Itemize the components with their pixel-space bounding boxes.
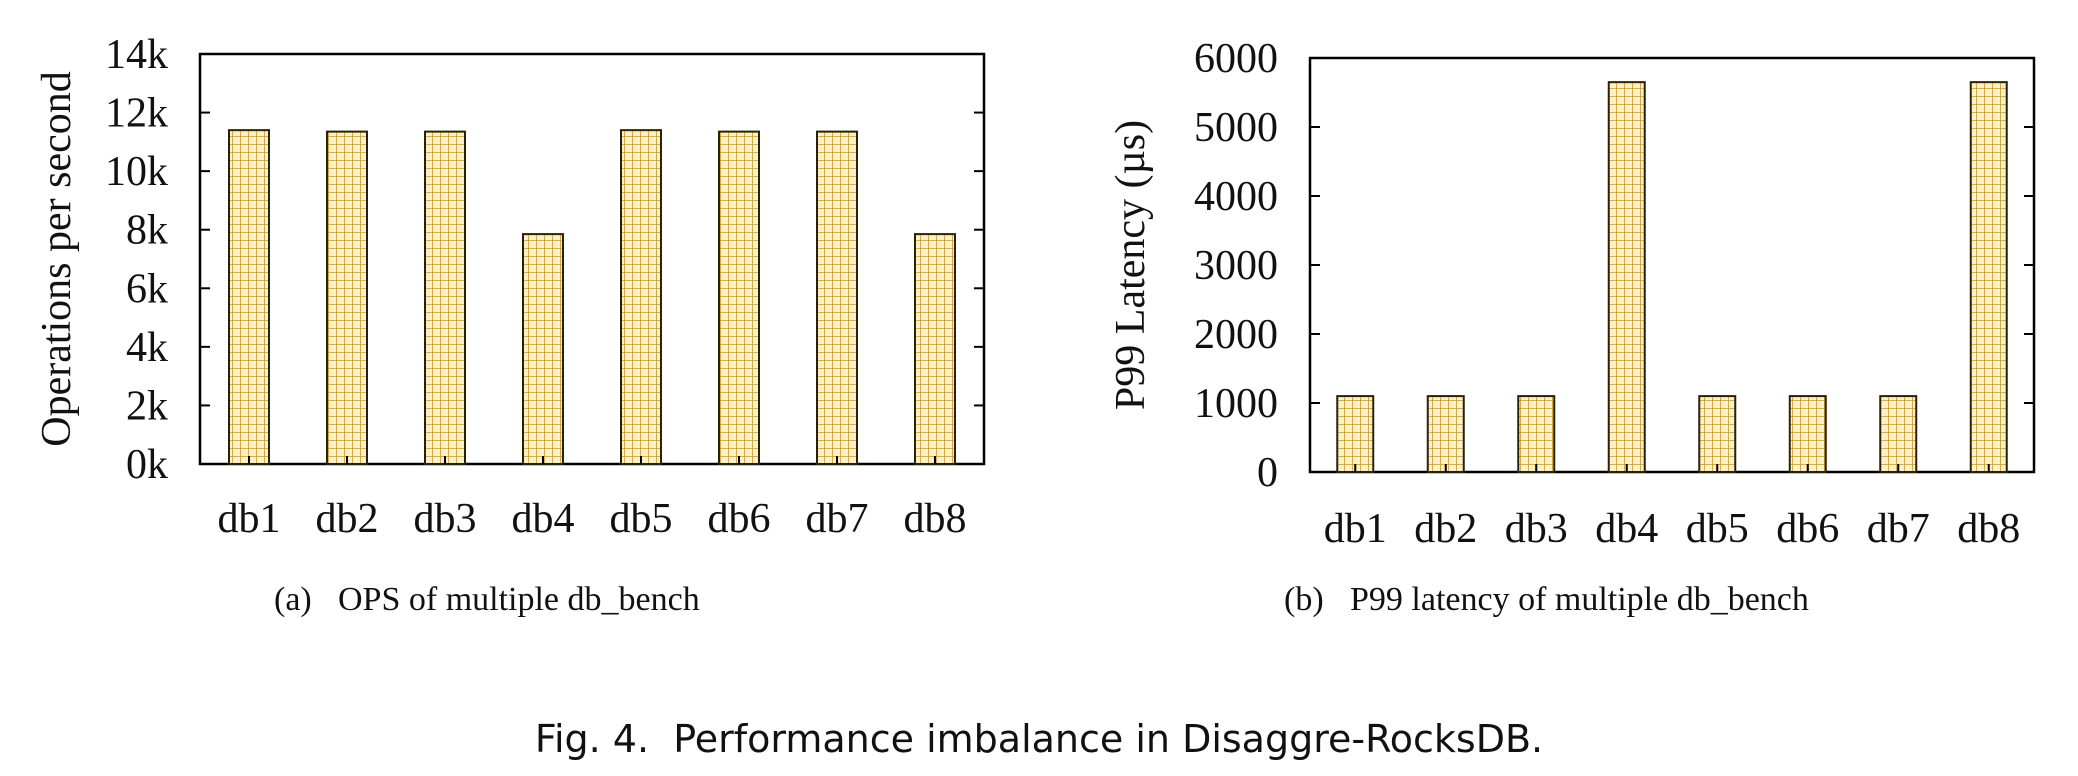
y-tick-label: 2k bbox=[126, 383, 168, 429]
bar-db2 bbox=[1426, 395, 1465, 474]
x-tick-label-db1: db1 bbox=[218, 496, 281, 542]
bar-db8 bbox=[914, 233, 956, 465]
subcaption-a-text: OPS of multiple db_bench bbox=[338, 581, 700, 618]
x-tick-label-db2: db2 bbox=[1414, 506, 1477, 552]
x-tick-label-db6: db6 bbox=[1776, 506, 1839, 552]
x-tick-label-db5: db5 bbox=[1686, 506, 1749, 552]
x-tick-label-db4: db4 bbox=[1595, 506, 1658, 552]
bar-db5 bbox=[1698, 395, 1737, 474]
y-tick-label: 14k bbox=[105, 32, 168, 78]
bar-db2 bbox=[326, 130, 368, 465]
bar-db1 bbox=[1336, 395, 1375, 474]
subcaption-a-label: (a) bbox=[274, 581, 312, 618]
figure-caption: Fig. 4. Performance imbalance in Disaggr… bbox=[535, 717, 1543, 761]
subcaption-b-text: P99 latency of multiple db_bench bbox=[1350, 581, 1809, 618]
y-axis-title-a: Operations per second bbox=[34, 71, 80, 447]
y-tick-label: 1000 bbox=[1194, 381, 1278, 427]
bar-db6 bbox=[1788, 395, 1827, 474]
plot-frame-b bbox=[1308, 56, 2036, 474]
bar-db8 bbox=[1969, 81, 2008, 474]
y-tick-label: 10k bbox=[105, 149, 168, 195]
y-tick-label: 5000 bbox=[1194, 105, 1278, 151]
chart-b-latency: 0 1000 2000 3000 4000 5000 6000 db1 db2 db3 db4 db5… bbox=[1108, 36, 2036, 552]
bar-db7 bbox=[816, 130, 858, 465]
y-tick-label: 4000 bbox=[1194, 174, 1278, 220]
bar-db4 bbox=[1607, 81, 1646, 474]
y-tick-label: 8k bbox=[126, 208, 168, 254]
y-tick-label: 2000 bbox=[1194, 312, 1278, 358]
x-tick-label-db7: db7 bbox=[1867, 506, 1930, 552]
y-tick-label: 0k bbox=[126, 442, 168, 488]
x-tick-label-db7: db7 bbox=[806, 496, 869, 542]
x-tick-label-db3: db3 bbox=[1505, 506, 1568, 552]
bar-db7 bbox=[1879, 395, 1918, 474]
y-tick-label: 0 bbox=[1257, 450, 1278, 496]
x-tick-label-db2: db2 bbox=[316, 496, 379, 542]
x-tick-label-db6: db6 bbox=[708, 496, 771, 542]
y-tick-label: 6k bbox=[126, 266, 168, 312]
chart-a-ops: 0k 2k 4k 6k 8k 10k 12k 14k db1 db2 db3 db4 db5 db6 db7… bbox=[34, 32, 986, 542]
x-tick-label-db5: db5 bbox=[610, 496, 673, 542]
x-tick-label-db1: db1 bbox=[1324, 506, 1387, 552]
bar-db5 bbox=[620, 129, 662, 465]
x-tick-label-db8: db8 bbox=[1957, 506, 2020, 552]
y-tick-label: 3000 bbox=[1194, 243, 1278, 289]
bar-db6 bbox=[718, 130, 760, 465]
bar-db1 bbox=[228, 129, 270, 465]
subcaption-b-label: (b) bbox=[1284, 581, 1324, 618]
plot-frame-a bbox=[198, 52, 986, 466]
bar-db4 bbox=[522, 233, 564, 465]
x-tick-label-db3: db3 bbox=[414, 496, 477, 542]
x-tick-label-db4: db4 bbox=[512, 496, 575, 542]
y-tick-label: 6000 bbox=[1194, 36, 1278, 82]
y-tick-label: 12k bbox=[105, 91, 168, 137]
y-axis-title-b: P99 Latency (µs) bbox=[1108, 120, 1154, 410]
bar-db3 bbox=[424, 130, 466, 465]
bar-db3 bbox=[1517, 395, 1556, 474]
y-tick-label: 4k bbox=[126, 325, 168, 371]
x-tick-label-db8: db8 bbox=[904, 496, 967, 542]
